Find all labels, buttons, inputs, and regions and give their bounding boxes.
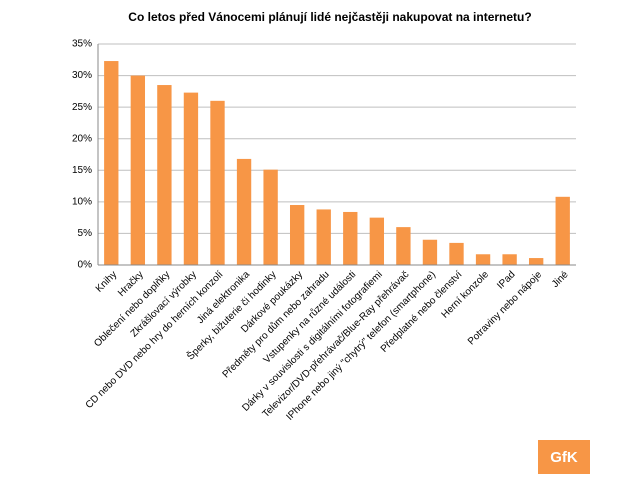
y-tick-label: 5%: [78, 228, 93, 239]
bar: [502, 254, 517, 265]
bar: [343, 211, 358, 265]
y-tick-label: 0%: [78, 260, 93, 271]
x-tick-label: IPad: [495, 269, 517, 291]
bar: [475, 254, 491, 265]
logo: GfK: [550, 449, 578, 466]
bar: [449, 242, 464, 265]
bar: [422, 239, 438, 265]
bar: [555, 196, 570, 265]
x-tick-label: Jiné: [550, 269, 571, 290]
bar: [396, 227, 411, 265]
bar: [236, 158, 252, 265]
bar: [210, 100, 225, 265]
y-tick-label: 20%: [72, 133, 92, 144]
y-tick-label: 35%: [72, 39, 92, 50]
y-tick-label: 15%: [72, 165, 92, 176]
bar: [289, 205, 305, 265]
bar: [157, 85, 172, 266]
bar: [183, 92, 199, 266]
y-tick-label: 25%: [72, 102, 92, 113]
bar: [316, 209, 331, 265]
bar: [104, 61, 119, 266]
x-tick-label: Herní konzole: [440, 269, 492, 321]
y-tick-label: 30%: [72, 70, 92, 81]
bar: [130, 75, 146, 265]
y-tick-label: 10%: [72, 196, 92, 207]
chart-title: Co letos před Vánocemi plánují lidé nejč…: [128, 10, 531, 24]
logo-box: [538, 440, 590, 474]
bar: [369, 217, 385, 265]
bar: [263, 169, 278, 265]
bar: [528, 258, 544, 265]
